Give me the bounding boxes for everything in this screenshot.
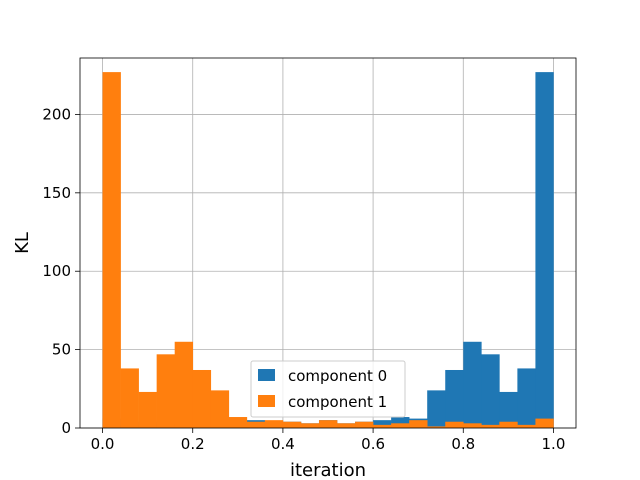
- bar-series-1-bin-3: [156, 354, 175, 428]
- legend-swatch-component-0: [258, 369, 275, 381]
- y-tick-label: 150: [42, 184, 71, 202]
- bar-series-0-bin-21: [481, 354, 500, 428]
- legend-swatch-component-1: [258, 395, 275, 407]
- bar-series-0-bin-15: [373, 420, 392, 428]
- bar-series-0-bin-16: [391, 417, 410, 428]
- bar-series-0-bin-18: [427, 390, 446, 428]
- bar-series-0-bin-22: [499, 391, 518, 428]
- bar-series-1-bin-7: [228, 417, 248, 428]
- y-tick-label: 200: [42, 105, 71, 123]
- bar-series-1-bin-23: [517, 424, 536, 428]
- bar-series-1-bin-21: [481, 424, 500, 428]
- bar-series-0-bin-24: [535, 72, 554, 428]
- x-axis-label: iteration: [290, 460, 366, 480]
- plot-frame: [79, 57, 577, 429]
- bar-series-1-bin-8: [246, 421, 266, 428]
- bar-series-0-bin-20: [463, 341, 482, 428]
- legend-box: [250, 360, 406, 418]
- bar-series-1-bin-16: [391, 423, 410, 428]
- ticks: 0.0 0.2 0.4 0.6 0.8 1.0 0 50 100 150 200: [42, 105, 565, 453]
- bar-series-1-bin-13: [337, 423, 356, 428]
- y-tick-label: 50: [52, 341, 71, 359]
- bar-series-1-bin-6: [210, 390, 230, 428]
- bar-series-1-bin-22: [499, 421, 518, 428]
- bar-series-1-bin-4: [174, 341, 194, 428]
- axes-frame: [79, 57, 577, 429]
- bar-series-1-bin-2: [138, 391, 157, 428]
- bar-series-1-bin-5: [192, 369, 212, 428]
- y-tick-label: 100: [42, 262, 71, 280]
- bar-series-1-bin-19: [445, 421, 464, 428]
- x-tick-label: 0.6: [361, 435, 385, 453]
- bar-series-1-bin-1: [120, 368, 139, 428]
- bar-series-1-bin-17: [409, 420, 428, 428]
- y-axis-label: KL: [12, 232, 33, 254]
- x-tick-label: 0.8: [451, 435, 475, 453]
- bar-series-0-bin-19: [445, 369, 464, 428]
- bar-series-1-bin-24: [535, 418, 554, 428]
- legend-label-component-1: component 1: [288, 393, 387, 411]
- y-tick-label: 0: [61, 419, 71, 437]
- bar-series-0-bin-23: [517, 368, 536, 428]
- bar-series-1-bin-15: [373, 424, 392, 428]
- bar-series-1-bin-18: [427, 426, 446, 428]
- x-tick-label: 0.0: [91, 435, 115, 453]
- x-tick-label: 1.0: [542, 435, 566, 453]
- legend: component 0 component 1: [250, 360, 406, 418]
- bar-series-1-bin-10: [282, 421, 302, 428]
- x-tick-label: 0.2: [181, 435, 205, 453]
- bar-series-1-bin-12: [318, 420, 338, 428]
- bars: [102, 72, 554, 428]
- bar-series-1-bin-11: [300, 423, 320, 428]
- bar-series-1-bin-0: [102, 72, 121, 428]
- bar-series-1-bin-14: [355, 421, 374, 428]
- bar-series-1-bin-20: [463, 423, 482, 428]
- legend-label-component-0: component 0: [288, 367, 387, 385]
- bar-series-1-bin-9: [264, 420, 284, 428]
- x-tick-label: 0.4: [271, 435, 295, 453]
